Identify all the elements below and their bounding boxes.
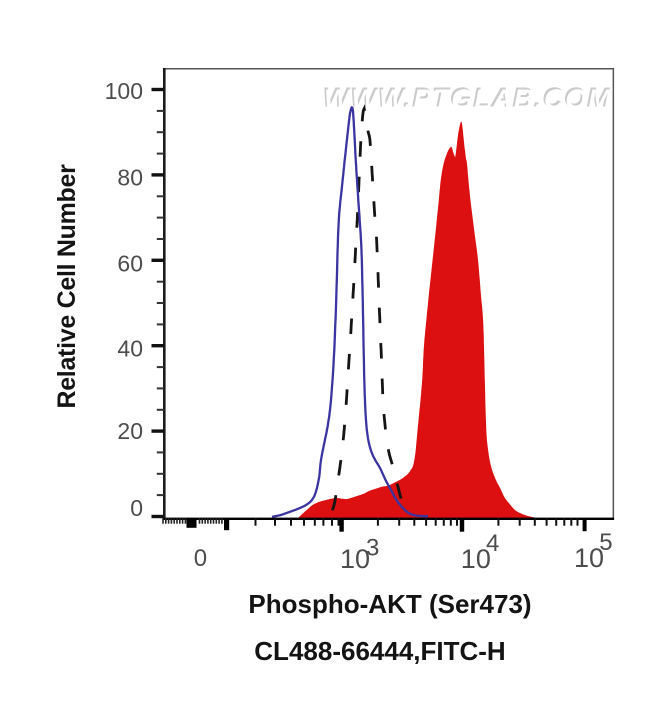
svg-text:CL488-66444,FITC-H: CL488-66444,FITC-H	[254, 636, 505, 666]
svg-text:40: 40	[117, 336, 143, 362]
svg-text:60: 60	[117, 250, 143, 276]
svg-text:4: 4	[486, 530, 499, 557]
svg-text:WWW.PTGLAB.COM: WWW.PTGLAB.COM	[322, 82, 611, 113]
svg-text:5: 5	[599, 529, 612, 556]
svg-text:WWW.PTGLAB.COM: WWW.PTGLAB.COM	[324, 83, 613, 114]
svg-text:Relative Cell Number: Relative Cell Number	[53, 164, 81, 409]
svg-text:Phospho-AKT (Ser473): Phospho-AKT (Ser473)	[248, 589, 531, 619]
svg-text:10: 10	[574, 543, 604, 573]
svg-text:10: 10	[461, 544, 491, 574]
svg-text:10: 10	[340, 544, 370, 574]
svg-text:100: 100	[105, 78, 143, 104]
svg-text:0: 0	[130, 495, 143, 521]
svg-text:3: 3	[366, 535, 379, 562]
svg-text:20: 20	[117, 418, 143, 444]
svg-text:80: 80	[117, 164, 143, 190]
svg-text:0: 0	[194, 545, 207, 572]
